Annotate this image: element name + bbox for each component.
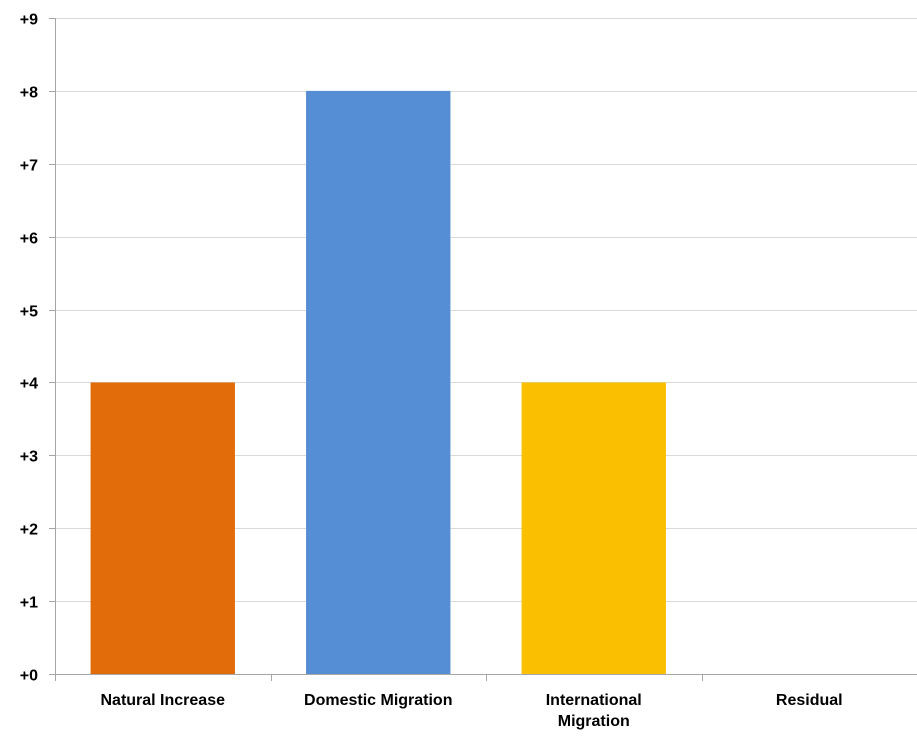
x-category-label: Natural Increase [100, 692, 225, 709]
x-category-label: Domestic Migration [304, 692, 452, 709]
y-tick-label: +0 [20, 668, 38, 685]
y-tick-label: +5 [20, 304, 38, 321]
y-tick-label: +6 [20, 231, 38, 248]
x-category-label-line: Migration [558, 713, 630, 730]
x-category-label-line: Residual [776, 692, 843, 709]
bar-international-migration [521, 382, 666, 674]
y-tick-label: +3 [20, 449, 38, 466]
bar-natural-increase [90, 382, 235, 674]
y-tick-label: +2 [20, 522, 38, 539]
y-tick-label: +4 [20, 376, 38, 393]
x-category-label: Residual [776, 692, 843, 709]
bars [90, 90, 666, 674]
x-category-label-line: Natural Increase [100, 692, 225, 709]
x-category-label: International Migration [546, 692, 642, 730]
y-tick-label: +1 [20, 595, 38, 612]
y-tick-label: +7 [20, 158, 38, 175]
axes [49, 18, 917, 681]
x-category-label-line: International [546, 692, 642, 709]
y-tick-labels: +0 +1 +2 +3 +4 +5 +6 +7 +8 +9 [20, 12, 38, 685]
x-category-labels: Natural Increase Domestic Migration Intern… [100, 692, 842, 730]
x-category-label-line: Domestic Migration [304, 692, 452, 709]
y-tick-label: +8 [20, 85, 38, 102]
bar-domestic-migration [306, 90, 451, 674]
y-tick-label: +9 [20, 12, 38, 29]
